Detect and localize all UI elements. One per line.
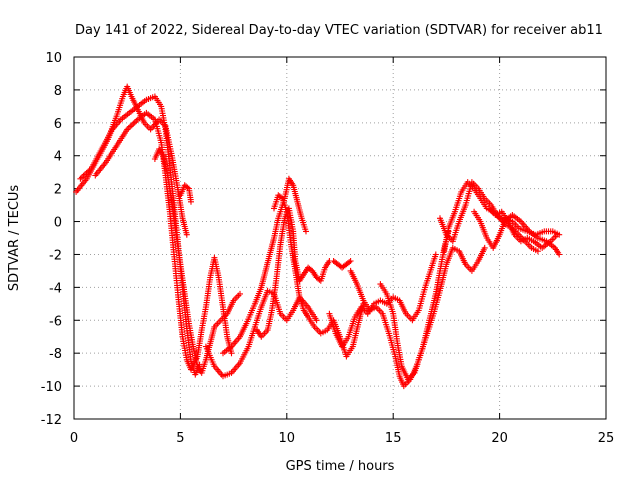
plot-frame [73, 56, 607, 420]
data-point-marker [347, 258, 354, 264]
data-point-marker [184, 184, 191, 191]
data-point-marker [130, 120, 137, 127]
data-point-marker [183, 231, 190, 238]
y-ticks: -12 -10 -8 -6 -4 -2 0 2 4 6 8 10 [41, 51, 606, 428]
series-track-B [77, 93, 203, 378]
data-point-marker [303, 228, 309, 235]
data-point-marker [432, 251, 439, 258]
data-point-marker [237, 290, 243, 297]
data-point-marker [125, 125, 132, 131]
series-track-J [330, 258, 354, 271]
y-tick-label: -2 [49, 248, 62, 263]
series-track-C [92, 109, 235, 373]
series-track-P [471, 208, 563, 251]
data-points [73, 83, 563, 390]
series-track-E [177, 182, 194, 205]
series-track-Q [486, 205, 561, 251]
x-tick-label: 10 [279, 431, 296, 446]
y-tick-label: 2 [54, 183, 62, 198]
data-point-marker [346, 259, 353, 266]
y-tick-label: 4 [54, 150, 62, 165]
data-point-marker [131, 119, 138, 126]
x-axis-label: GPS time / hours [286, 459, 395, 474]
y-tick-label: -4 [49, 281, 62, 296]
y-tick-label: 0 [54, 216, 62, 231]
y-tick-label: -6 [49, 314, 62, 329]
data-point-marker [278, 194, 285, 201]
y-tick-label: 10 [45, 51, 62, 66]
x-tick-label: 5 [176, 431, 184, 446]
data-point-marker [554, 231, 561, 238]
series-track-D [151, 146, 243, 376]
chart-title: Day 141 of 2022, Sidereal Day-to-day VTE… [75, 23, 603, 38]
series-track-H [254, 205, 333, 340]
y-axis-label: SDTVAR / TECUs [7, 185, 22, 292]
x-tick-label: 15 [385, 431, 402, 446]
data-point-marker [228, 350, 235, 357]
y-tick-label: 8 [54, 84, 62, 99]
series-track-M [377, 244, 488, 383]
y-tick-label: -10 [41, 380, 62, 395]
data-point-marker [556, 251, 563, 258]
data-point-marker [534, 248, 541, 255]
y-tick-label: -8 [49, 347, 62, 362]
x-ticks: 0 5 10 15 20 25 [70, 57, 614, 446]
data-point-marker [313, 317, 320, 324]
y-tick-label: -12 [41, 413, 62, 428]
series-track-F [202, 287, 320, 380]
x-tick-label: 0 [70, 431, 78, 446]
x-tick-label: 20 [491, 431, 508, 446]
y-tick-label: 6 [54, 117, 62, 132]
series-track-G [220, 175, 309, 357]
data-point-marker [188, 198, 194, 205]
x-tick-label: 25 [598, 431, 615, 446]
data-point-marker [481, 244, 488, 251]
